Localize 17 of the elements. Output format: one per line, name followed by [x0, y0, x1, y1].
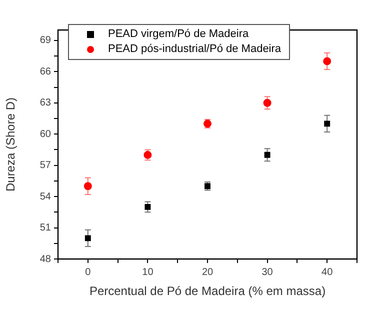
legend-label: PEAD virgem/Pó de Madeira [108, 27, 249, 42]
y-tick-label: 60 [40, 128, 52, 140]
legend-label: PEAD pós-industrial/Pó de Madeira [108, 42, 282, 57]
x-tick-label: 0 [85, 266, 92, 278]
x-axis-title: Percentual de Pó de Madeira (% em massa) [89, 284, 326, 298]
y-tick-label: 69 [40, 35, 52, 46]
x-tick-label: 20 [202, 266, 214, 278]
y-tick-label: 63 [40, 98, 52, 109]
y-tick-label: 66 [40, 66, 52, 78]
y-tick-label: 57 [40, 160, 52, 172]
y-axis-title: Dureza (Shore D) [4, 97, 18, 192]
x-tick-label: 40 [322, 266, 334, 278]
x-tick-label: 10 [142, 266, 154, 278]
y-tick-label: 51 [40, 222, 52, 234]
y-tick-label: 54 [40, 191, 52, 202]
x-tick-label: 30 [262, 266, 274, 278]
y-tick-label: 48 [40, 254, 52, 265]
